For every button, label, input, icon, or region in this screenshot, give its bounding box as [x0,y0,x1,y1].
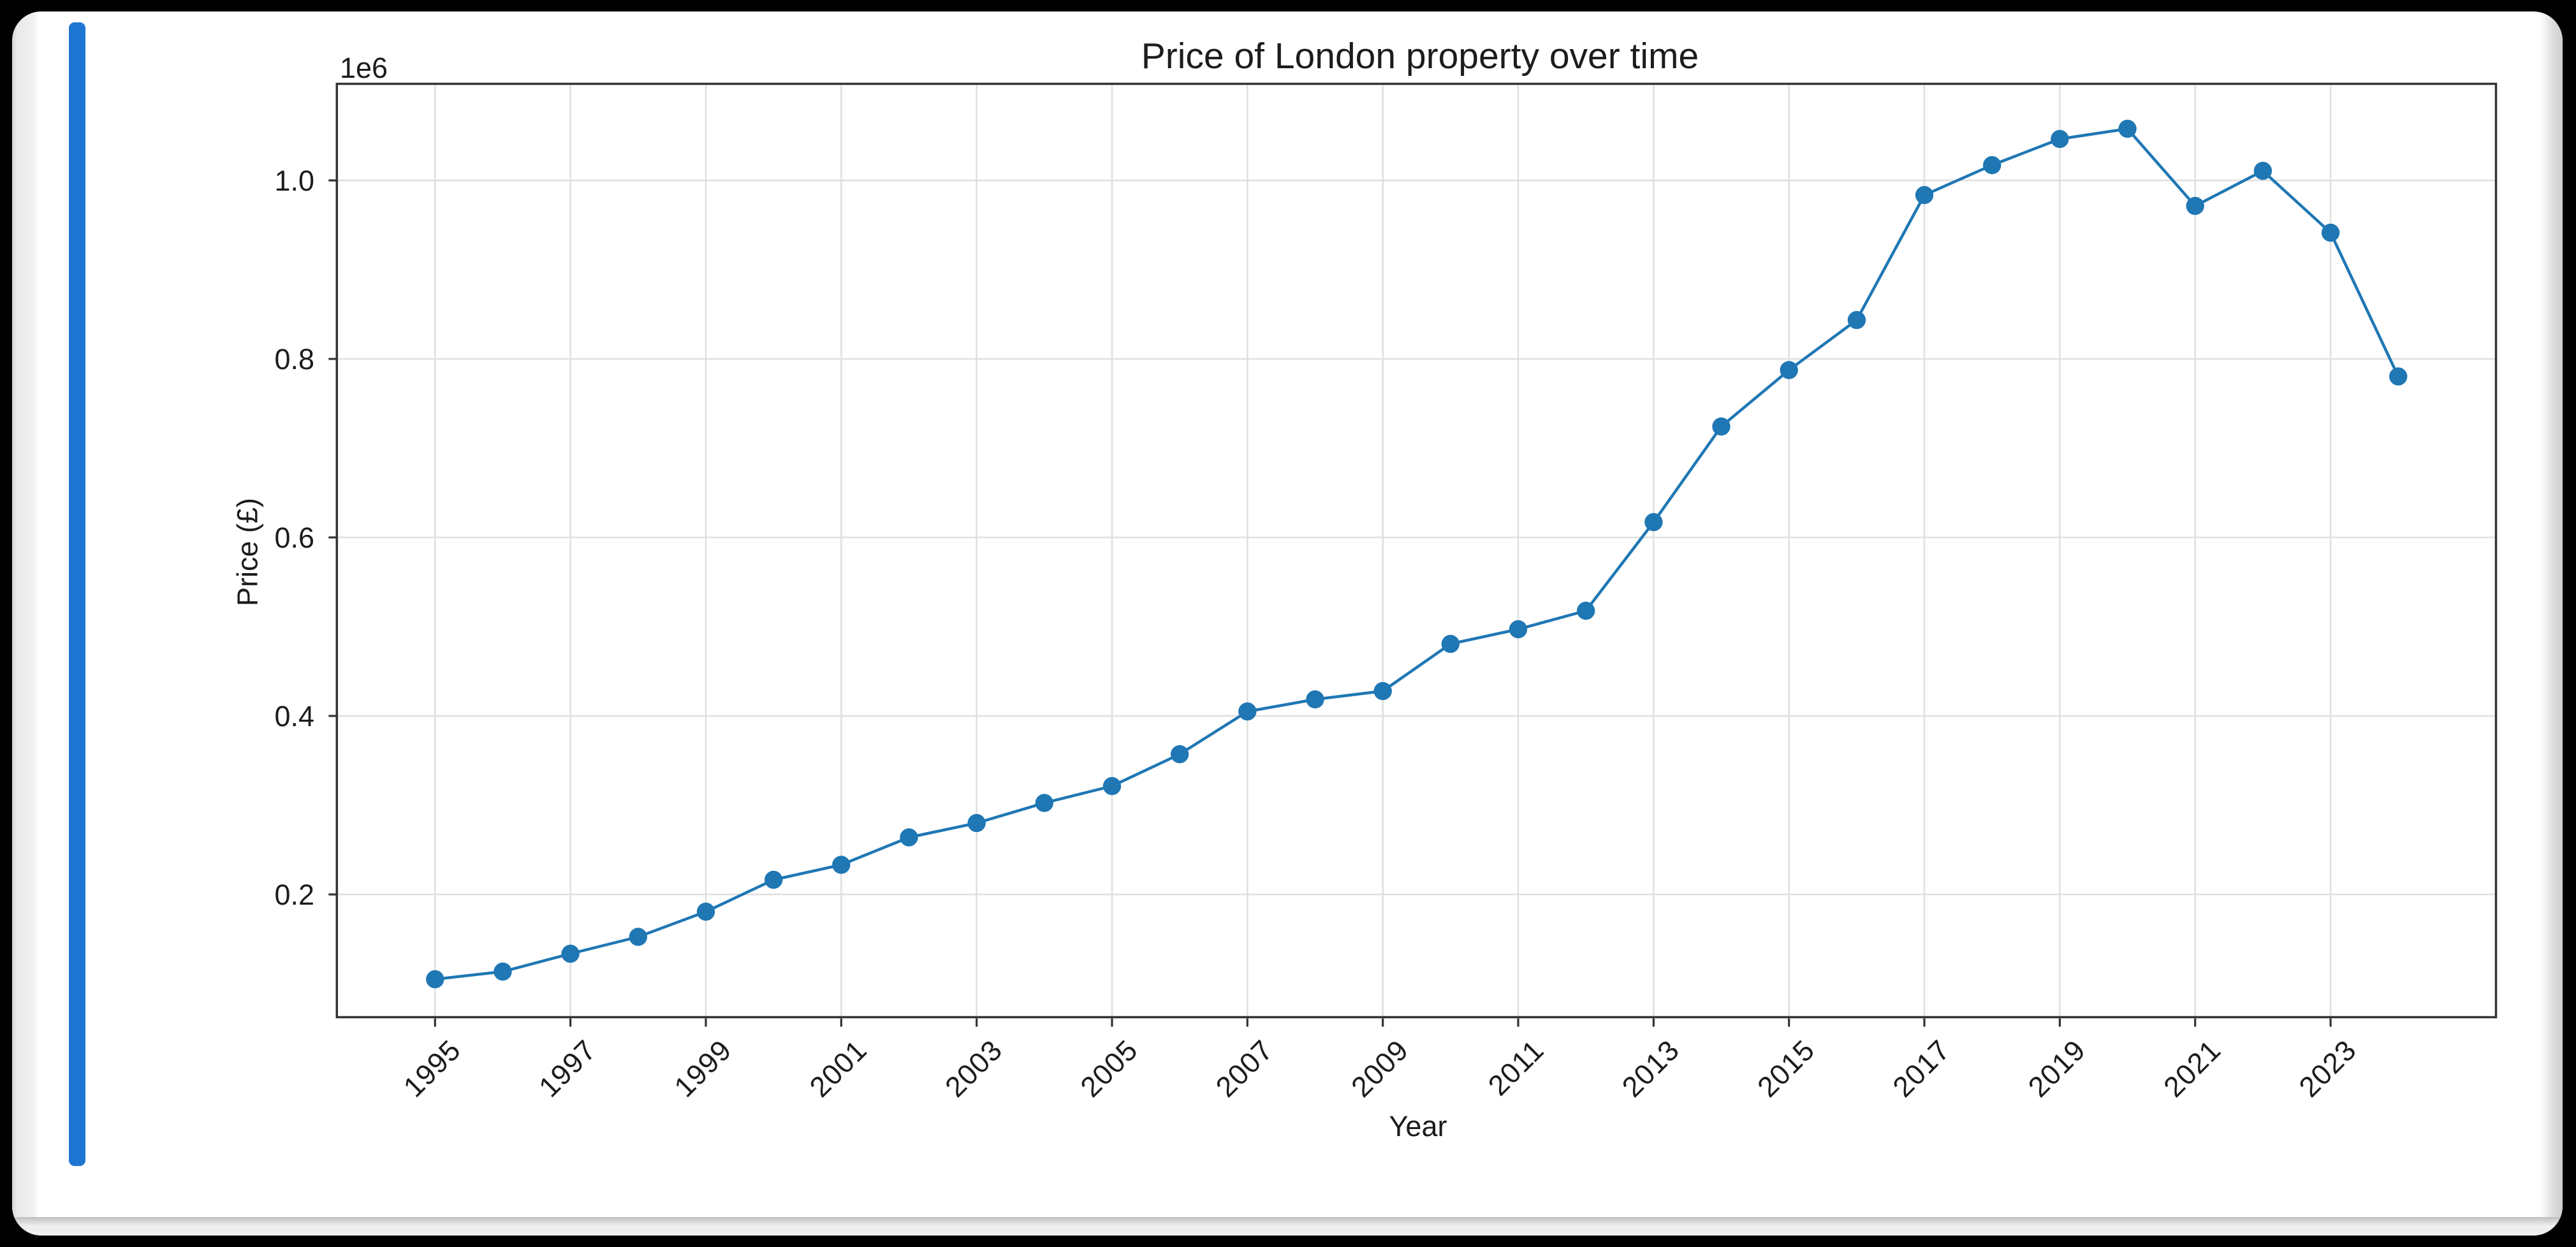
svg-text:2009: 2009 [1345,1033,1415,1104]
svg-text:0.4: 0.4 [274,700,314,733]
svg-text:Price (£): Price (£) [231,498,264,606]
svg-text:2013: 2013 [1616,1033,1686,1104]
svg-text:2021: 2021 [2157,1033,2227,1104]
svg-text:1999: 1999 [668,1033,738,1104]
svg-text:1995: 1995 [397,1033,467,1104]
svg-text:2007: 2007 [1210,1033,1280,1104]
svg-text:0.2: 0.2 [274,879,314,911]
svg-text:0.6: 0.6 [274,521,314,554]
svg-text:2011: 2011 [1482,1033,1550,1102]
svg-text:2017: 2017 [1886,1033,1956,1104]
svg-text:2015: 2015 [1751,1033,1821,1104]
svg-text:2003: 2003 [939,1033,1009,1104]
svg-text:2001: 2001 [803,1033,874,1104]
svg-text:0.8: 0.8 [274,343,314,376]
svg-text:2019: 2019 [2022,1033,2092,1104]
svg-text:2023: 2023 [2292,1033,2362,1104]
svg-text:2005: 2005 [1074,1033,1144,1104]
svg-text:Year: Year [1389,1110,1447,1142]
svg-text:1997: 1997 [532,1033,603,1104]
svg-text:1.0: 1.0 [274,164,314,197]
svg-text:Price of London property over: Price of London property over time [1141,36,1699,77]
svg-text:1e6: 1e6 [340,52,388,84]
